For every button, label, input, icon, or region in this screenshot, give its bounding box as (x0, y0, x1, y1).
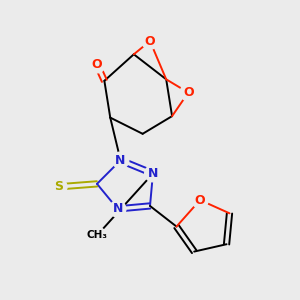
Text: O: O (92, 58, 102, 71)
Text: N: N (112, 202, 123, 215)
Text: O: O (145, 34, 155, 48)
Ellipse shape (88, 227, 106, 244)
Ellipse shape (192, 192, 208, 208)
Text: O: O (183, 86, 194, 99)
Ellipse shape (50, 178, 67, 195)
Text: S: S (54, 180, 63, 193)
Text: N: N (148, 167, 158, 180)
Ellipse shape (112, 152, 129, 169)
Text: N: N (116, 154, 126, 167)
Ellipse shape (110, 201, 126, 217)
Text: CH₃: CH₃ (86, 230, 107, 240)
Ellipse shape (142, 33, 158, 49)
Ellipse shape (89, 56, 105, 73)
Ellipse shape (180, 84, 196, 101)
Text: O: O (195, 194, 206, 207)
Ellipse shape (145, 165, 161, 182)
